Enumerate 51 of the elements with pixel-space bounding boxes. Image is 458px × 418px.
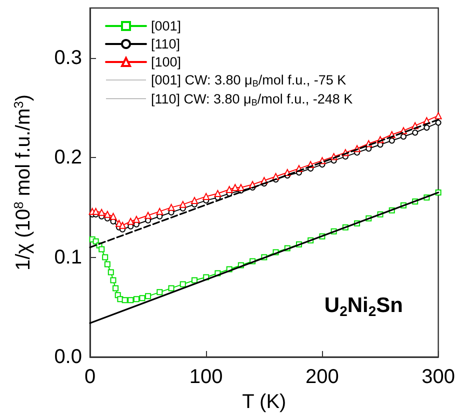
point	[435, 120, 442, 126]
point	[128, 297, 134, 304]
point	[412, 130, 418, 136]
point	[180, 281, 186, 288]
point	[168, 204, 175, 211]
point	[110, 277, 116, 284]
point	[108, 269, 114, 276]
point	[388, 138, 395, 144]
point	[190, 196, 198, 204]
point	[232, 184, 239, 191]
point	[400, 134, 406, 140]
point	[110, 212, 117, 220]
point	[102, 254, 108, 260]
point	[104, 210, 111, 218]
x-axis-title: T (K)	[242, 390, 286, 413]
y-axis-title: 1/χ (108 mol f.u./m3)	[11, 94, 34, 271]
legend-label: [110]	[151, 36, 180, 52]
point	[156, 208, 164, 215]
point	[156, 289, 163, 296]
legend-label: [100]	[151, 54, 182, 70]
point	[191, 277, 198, 284]
point	[179, 200, 186, 208]
point	[122, 297, 128, 304]
point	[139, 295, 146, 302]
x-tick-label: 0	[84, 366, 96, 388]
point	[214, 190, 222, 197]
y-tick-label: 0.1	[54, 246, 82, 268]
x-tick-label: 200	[306, 366, 339, 388]
point	[226, 186, 233, 193]
point	[202, 192, 210, 200]
point	[98, 208, 106, 216]
point	[119, 222, 126, 229]
legend-label: [001]	[151, 18, 182, 34]
point	[424, 124, 430, 131]
point	[144, 212, 152, 219]
point	[145, 293, 152, 300]
y-tick-label: 0.2	[54, 146, 82, 169]
point	[92, 208, 100, 215]
point	[237, 184, 244, 191]
y-tick-label: 0.0	[54, 346, 82, 368]
point	[127, 218, 134, 225]
point	[112, 285, 119, 292]
point	[104, 261, 110, 268]
point	[434, 112, 442, 120]
point	[168, 285, 174, 292]
x-tick-label: 300	[422, 366, 456, 388]
point	[133, 296, 140, 302]
x-tick-label: 100	[189, 366, 223, 388]
point	[132, 216, 140, 223]
point	[98, 246, 105, 252]
y-tick-label: 0.3	[54, 46, 82, 69]
